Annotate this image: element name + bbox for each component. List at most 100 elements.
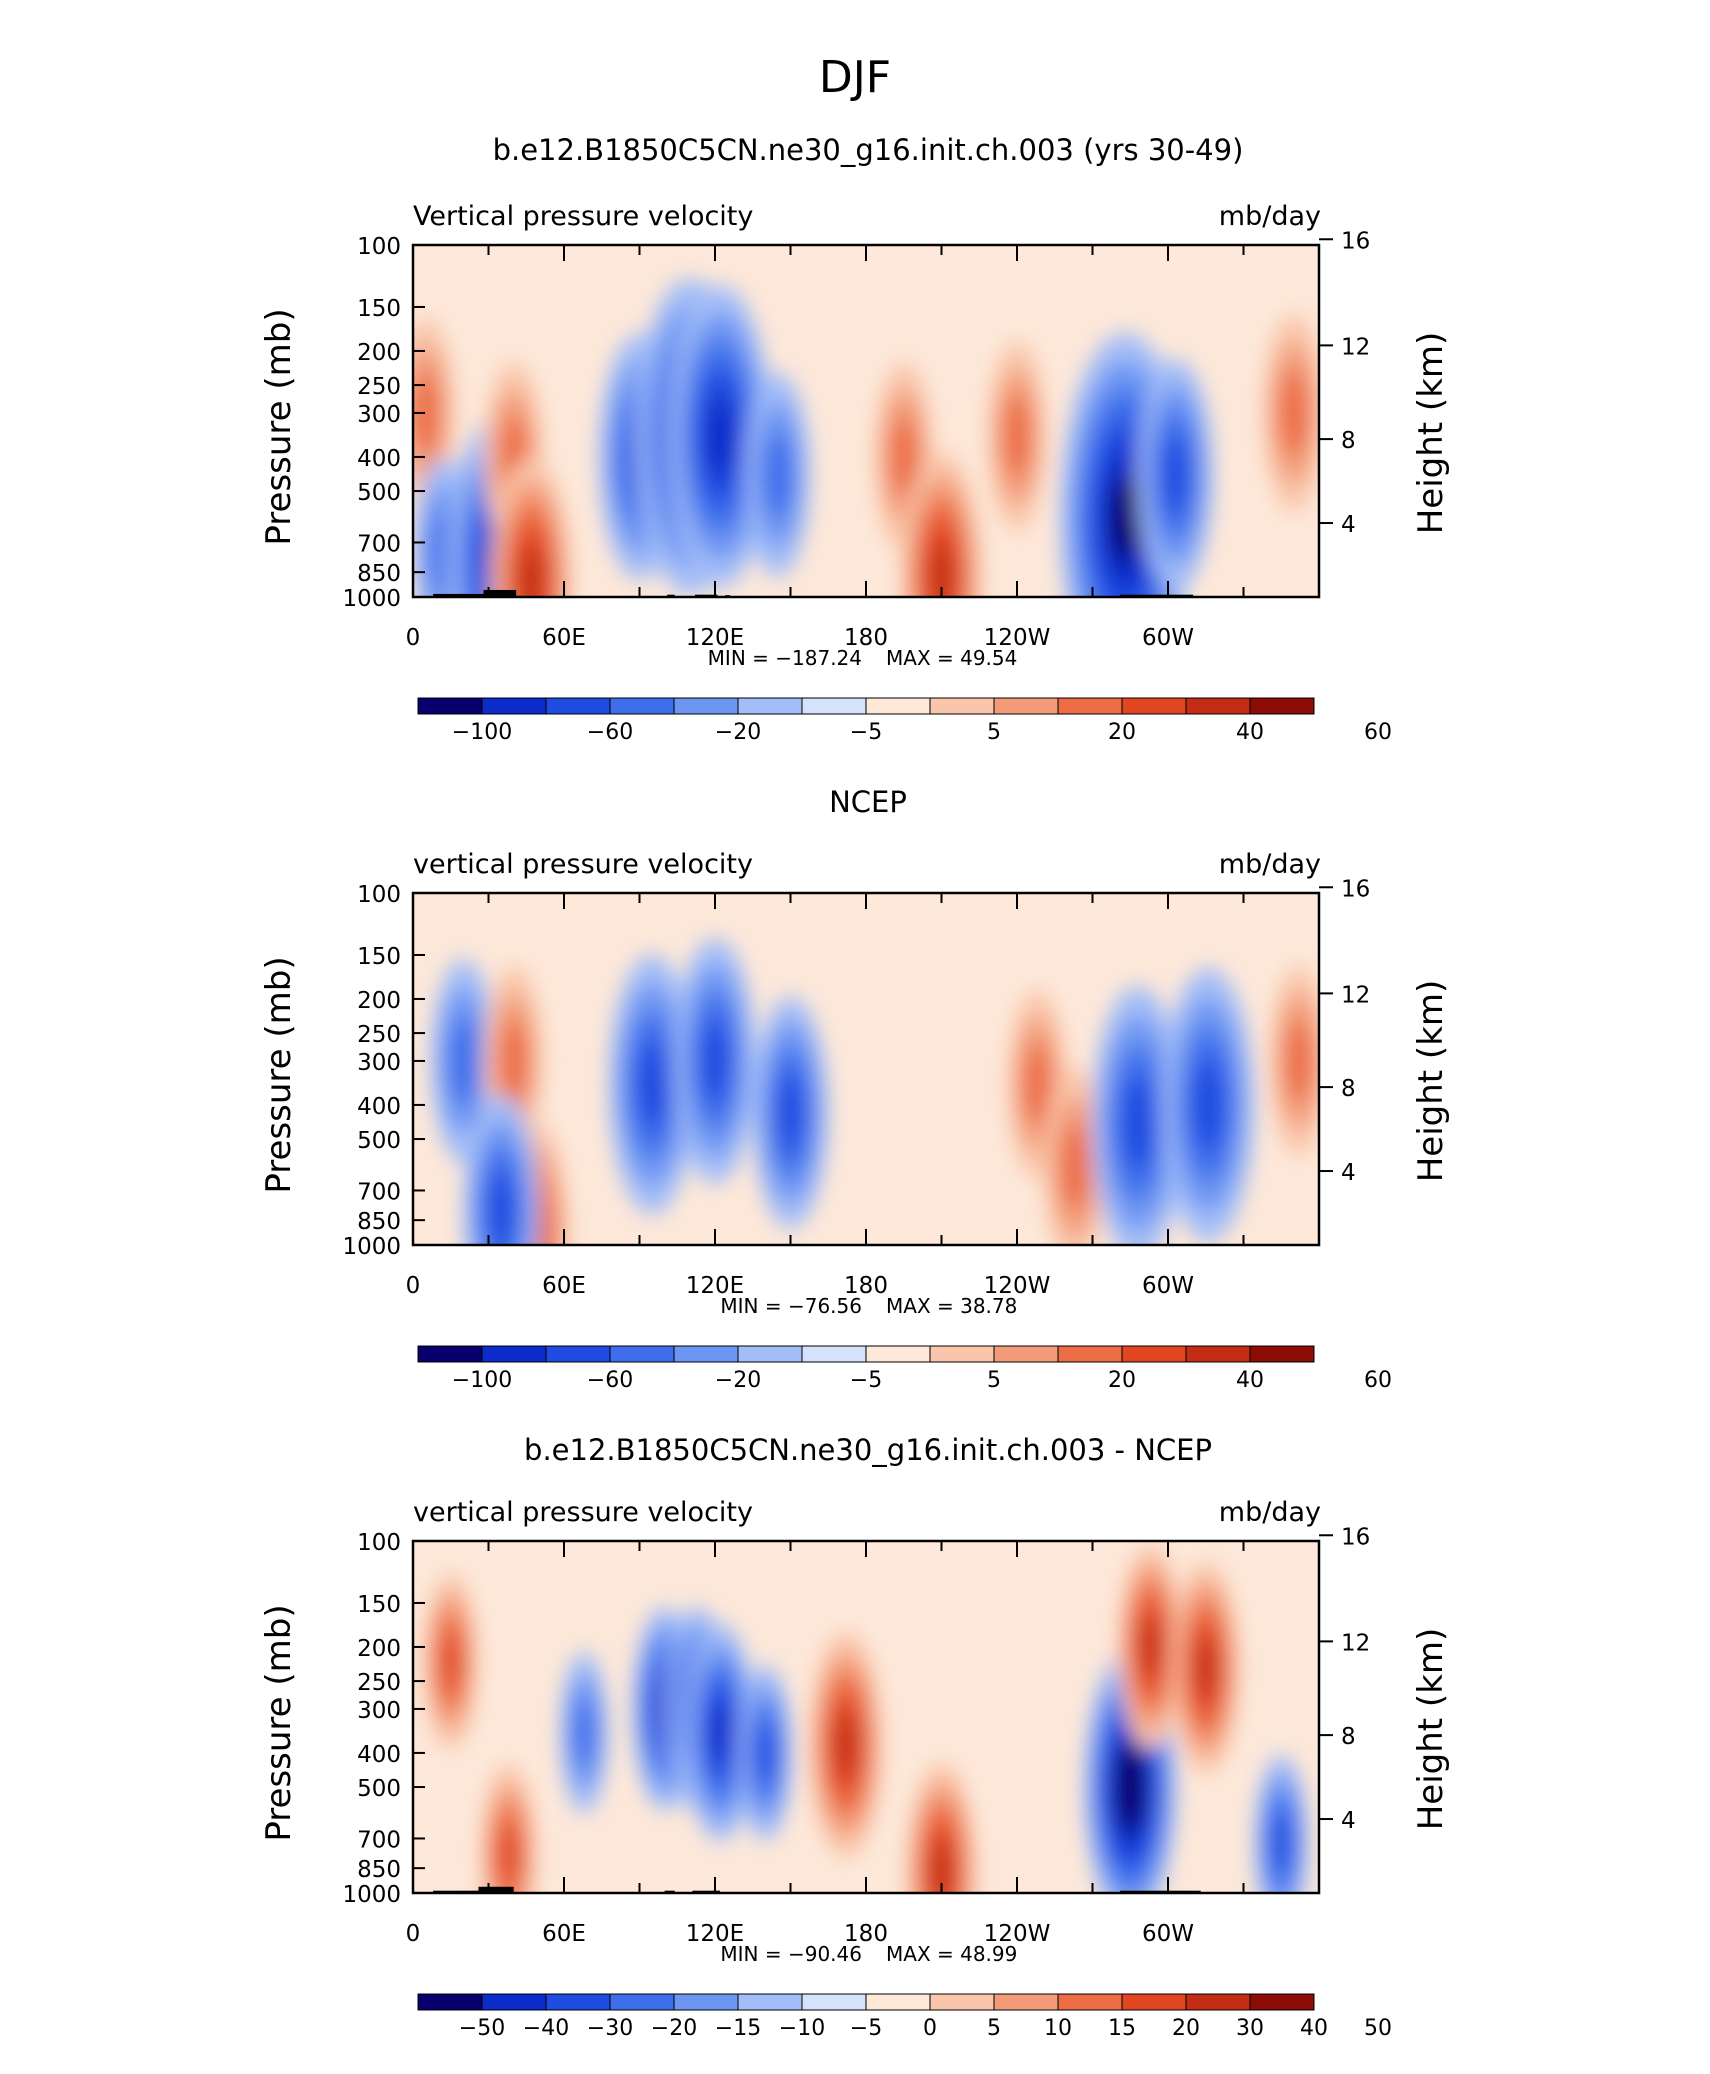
- colorbar-swatch: [673, 1993, 739, 2011]
- colorbar-label: −20: [715, 720, 761, 745]
- panel-title: NCEP: [829, 785, 907, 819]
- max-value: MAX = 38.78: [886, 1294, 1017, 1318]
- lon-tick-label: 120W: [984, 625, 1051, 651]
- colorbar-swatch: [609, 1993, 675, 2011]
- pressure-tick-label: 850: [357, 1857, 401, 1883]
- field-feature: [777, 1073, 804, 1152]
- y-axis-label: Pressure (mb): [259, 308, 299, 545]
- colorbar-swatch: [929, 1993, 995, 2011]
- field-feature: [499, 1824, 518, 1886]
- colorbar-label: 50: [1364, 2016, 1392, 2041]
- colorbar-label: 40: [1236, 720, 1264, 745]
- max-value: MAX = 49.54: [886, 646, 1017, 670]
- colorbar-label: 10: [1044, 2016, 1072, 2041]
- colorbar-swatch: [865, 697, 931, 715]
- lon-tick-label: 180: [844, 1921, 888, 1947]
- y2-axis-label: Height (km): [1411, 980, 1451, 1183]
- colorbar-swatch: [1185, 1993, 1251, 2011]
- land-mask: [478, 1886, 514, 1893]
- colorbar-swatch: [929, 1345, 995, 1363]
- colorbar-swatch: [801, 1345, 867, 1363]
- colorbar-swatch: [417, 1345, 483, 1363]
- colorbar-label: −15: [715, 2016, 761, 2041]
- colorbar-swatch: [1121, 1993, 1187, 2011]
- pressure-tick-label: 500: [357, 480, 401, 506]
- min-value: MIN = −90.46: [720, 1942, 862, 1966]
- pressure-tick-label: 100: [357, 234, 401, 260]
- colorbar-label: −60: [587, 720, 633, 745]
- field-feature: [441, 1632, 460, 1691]
- colorbar-label: 5: [987, 2016, 1001, 2041]
- panel-1: b.e12.B1850C5CN.ne30_g16.init.ch.003 (yr…: [259, 133, 1451, 745]
- lon-tick-label: 60E: [542, 1921, 586, 1947]
- colorbar-swatch: [481, 697, 547, 715]
- colorbar-swatch: [865, 1345, 931, 1363]
- y-axis-label: Pressure (mb): [259, 956, 299, 1193]
- colorbar-label: 40: [1300, 2016, 1328, 2041]
- field-feature: [637, 1041, 667, 1128]
- land-mask: [433, 593, 489, 597]
- colorbar-swatch: [737, 697, 803, 715]
- height-tick-label: 4: [1341, 1808, 1356, 1834]
- lon-tick-label: 120W: [984, 1273, 1051, 1299]
- field-feature: [891, 416, 917, 498]
- colorbar-swatch: [673, 697, 739, 715]
- colorbar-swatch: [545, 1345, 611, 1363]
- colorbar-swatch: [417, 697, 483, 715]
- colorbar-swatch: [545, 1993, 611, 2011]
- colorbar-swatch: [417, 1993, 483, 2011]
- pressure-tick-label: 300: [357, 1698, 401, 1724]
- lon-tick-label: 60E: [542, 625, 586, 651]
- height-tick-label: 8: [1341, 1076, 1356, 1102]
- pressure-tick-label: 1000: [342, 1882, 401, 1908]
- field-feature: [1272, 1813, 1291, 1873]
- colorbar-label: −50: [459, 2016, 505, 2041]
- colorbar-label: −5: [850, 2016, 882, 2041]
- colorbar-label: 5: [987, 1368, 1001, 1393]
- colorbar-swatch: [1249, 697, 1315, 715]
- plot-area: [413, 893, 1319, 1245]
- colorbar-label: −5: [850, 720, 882, 745]
- pressure-tick-label: 850: [357, 1209, 401, 1235]
- field-feature: [1024, 1043, 1050, 1126]
- units-label: mb/day: [1219, 849, 1321, 880]
- field-feature: [835, 1714, 856, 1776]
- panel-3: b.e12.B1850C5CN.ne30_g16.init.ch.003 - N…: [259, 1433, 1451, 2041]
- colorbar-label: 5: [987, 720, 1001, 745]
- height-tick-label: 12: [1341, 334, 1370, 360]
- pressure-tick-label: 200: [357, 988, 401, 1014]
- field-feature: [1122, 1077, 1154, 1169]
- colorbar-swatch: [609, 697, 675, 715]
- lon-tick-label: 0: [406, 625, 421, 651]
- pressure-tick-label: 250: [357, 1022, 401, 1048]
- colorbar-label: −100: [452, 1368, 512, 1393]
- pressure-tick-label: 100: [357, 882, 401, 908]
- lon-tick-label: 60W: [1142, 1273, 1194, 1299]
- colorbar-label: −20: [651, 2016, 697, 2041]
- colorbar-label: −10: [779, 2016, 825, 2041]
- pressure-tick-label: 150: [357, 296, 401, 322]
- lon-tick-label: 180: [844, 1273, 888, 1299]
- colorbar-label: −100: [452, 720, 512, 745]
- colorbar-swatch: [1057, 697, 1123, 715]
- colorbar: −50 −40 −30 −20 −15 −10 −5 0 5 10 15 20 30 40 50: [417, 1993, 1392, 2041]
- colorbar-swatch: [929, 697, 995, 715]
- colorbar-label: −40: [523, 2016, 569, 2041]
- colorbar-swatch: [1121, 1345, 1187, 1363]
- field-feature: [756, 1723, 775, 1783]
- pressure-tick-label: 700: [357, 1827, 401, 1853]
- pressure-tick-label: 250: [357, 374, 401, 400]
- colorbar-label: 30: [1236, 2016, 1264, 2041]
- pressure-tick-label: 400: [357, 1094, 401, 1120]
- height-tick-label: 16: [1341, 228, 1370, 254]
- colorbar-swatch: [545, 697, 611, 715]
- lon-tick-label: 120E: [686, 1273, 744, 1299]
- lon-tick-label: 180: [844, 625, 888, 651]
- min-value: MIN = −76.56: [720, 1294, 862, 1318]
- pressure-tick-label: 400: [357, 446, 401, 472]
- y2-axis-label: Height (km): [1411, 1628, 1451, 1831]
- lon-tick-label: 120E: [686, 1921, 744, 1947]
- field-feature: [1061, 1124, 1089, 1210]
- field-layer: [423, 1544, 1309, 1893]
